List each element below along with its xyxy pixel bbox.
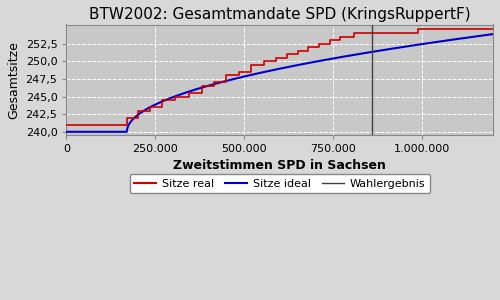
Y-axis label: Gesamtsitze: Gesamtsitze bbox=[7, 40, 20, 118]
Title: BTW2002: Gesamtmandate SPD (KringsRuppertF): BTW2002: Gesamtmandate SPD (KringsRupper… bbox=[89, 7, 470, 22]
Legend: Sitze real, Sitze ideal, Wahlergebnis: Sitze real, Sitze ideal, Wahlergebnis bbox=[130, 174, 430, 193]
X-axis label: Zweitstimmen SPD in Sachsen: Zweitstimmen SPD in Sachsen bbox=[174, 159, 386, 172]
